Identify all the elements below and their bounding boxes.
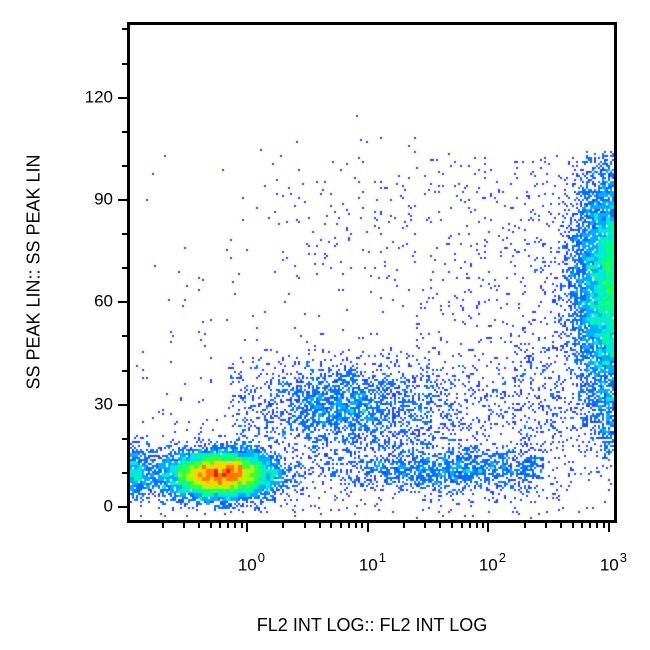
- x-tick-label: 100: [237, 550, 266, 575]
- x-axis-minor-tick: [361, 523, 363, 528]
- x-tick-label: 101: [358, 550, 387, 575]
- y-axis-minor-tick: [122, 165, 127, 167]
- y-axis-title: SS PEAK LIN:: SS PEAK LIN: [23, 154, 44, 390]
- y-axis-minor-tick: [122, 335, 127, 337]
- y-axis-minor-tick: [122, 438, 127, 440]
- x-axis-minor-tick: [198, 523, 200, 528]
- x-axis-minor-tick: [482, 523, 484, 528]
- x-axis-minor-tick: [348, 523, 350, 528]
- y-tick-label: 60: [94, 291, 113, 311]
- x-axis-minor-tick: [162, 523, 164, 528]
- y-axis-minor-tick: [122, 267, 127, 269]
- y-axis-major-tick: [118, 301, 127, 303]
- x-axis-minor-tick: [545, 523, 547, 528]
- x-axis-minor-tick: [282, 523, 284, 528]
- x-axis-minor-tick: [589, 523, 591, 528]
- x-axis-minor-tick: [476, 523, 478, 528]
- x-axis-minor-tick: [234, 523, 236, 528]
- x-axis-minor-tick: [241, 523, 243, 528]
- y-axis-major-tick: [118, 404, 127, 406]
- x-axis-minor-tick: [469, 523, 471, 528]
- x-axis-minor-tick: [210, 523, 212, 528]
- x-axis-minor-tick: [330, 523, 332, 528]
- y-axis-minor-tick: [122, 28, 127, 30]
- x-axis-title: FL2 INT LOG:: FL2 INT LOG: [256, 615, 488, 635]
- x-axis-major-tick: [487, 523, 489, 532]
- x-axis-minor-tick: [219, 523, 221, 528]
- x-axis-minor-tick: [227, 523, 229, 528]
- x-axis-minor-tick: [572, 523, 574, 528]
- x-axis-minor-tick: [403, 523, 405, 528]
- x-axis-minor-tick: [340, 523, 342, 528]
- y-axis-minor-tick: [122, 131, 127, 133]
- x-axis-minor-tick: [451, 523, 453, 528]
- x-axis-minor-tick: [304, 523, 306, 528]
- x-axis-minor-tick: [596, 523, 598, 528]
- scatter-canvas: [130, 25, 614, 520]
- x-axis-minor-tick: [603, 523, 605, 528]
- y-axis-minor-tick: [122, 233, 127, 235]
- x-tick-label: 102: [478, 550, 507, 575]
- y-axis-major-tick: [118, 199, 127, 201]
- x-tick-label: 103: [599, 550, 628, 575]
- y-axis-major-tick: [118, 97, 127, 99]
- y-axis-minor-tick: [122, 472, 127, 474]
- x-axis-minor-tick: [560, 523, 562, 528]
- y-axis-minor-tick: [122, 370, 127, 372]
- x-axis-minor-tick: [424, 523, 426, 528]
- x-axis-major-tick: [246, 523, 248, 532]
- x-axis-minor-tick: [524, 523, 526, 528]
- y-tick-label: 30: [94, 394, 113, 414]
- y-tick-label: 0: [103, 496, 113, 516]
- x-axis-major-tick: [608, 523, 610, 532]
- x-axis-major-tick: [367, 523, 369, 532]
- y-tick-label: 120: [84, 87, 113, 107]
- y-tick-label: 90: [94, 189, 113, 209]
- x-axis-minor-tick: [355, 523, 357, 528]
- x-axis-minor-tick: [461, 523, 463, 528]
- x-axis-minor-tick: [183, 523, 185, 528]
- y-axis-minor-tick: [122, 63, 127, 65]
- x-axis-minor-tick: [319, 523, 321, 528]
- x-axis-minor-tick: [581, 523, 583, 528]
- y-axis-major-tick: [118, 506, 127, 508]
- x-axis-minor-tick: [439, 523, 441, 528]
